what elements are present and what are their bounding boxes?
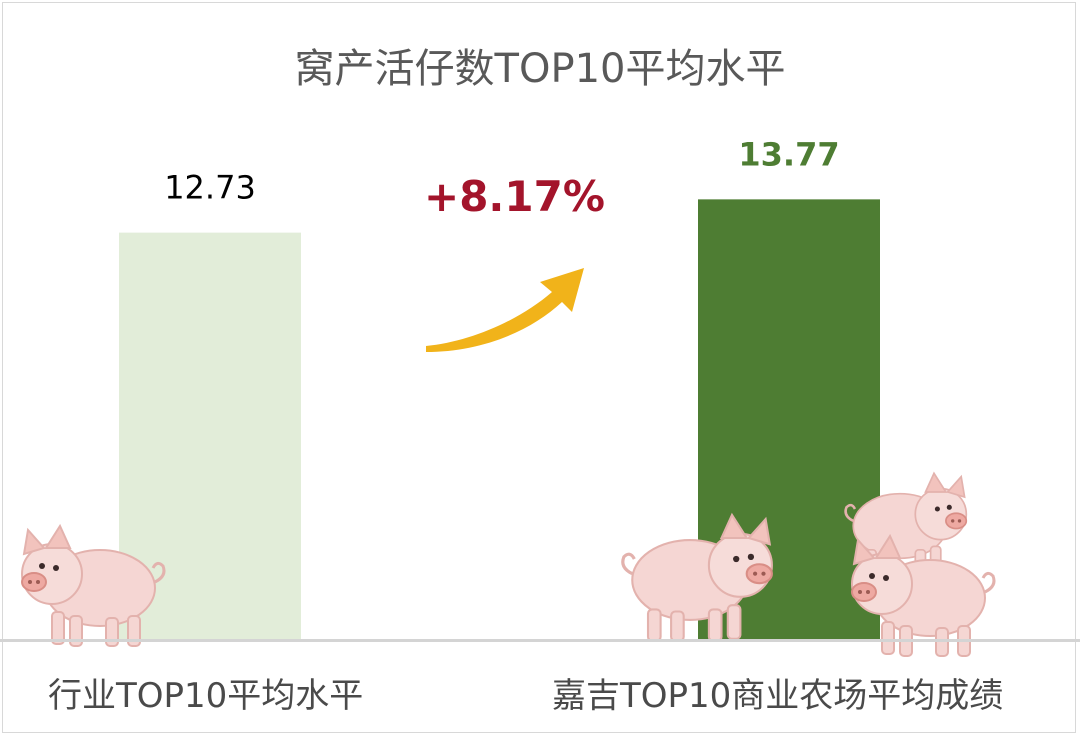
- increase-arrow-icon: [426, 268, 584, 352]
- chart-title: 窝产活仔数TOP10平均水平: [294, 46, 786, 92]
- x-axis-baseline: [0, 639, 1080, 642]
- change-percent-label: +8.17%: [424, 172, 605, 221]
- category-label-cargill: 嘉吉TOP10商业农场平均成绩: [552, 676, 1004, 716]
- category-label-industry: 行业TOP10平均水平: [48, 676, 364, 716]
- value-label-cargill: 13.77: [738, 135, 839, 173]
- value-labels-layer: 12.73 13.77: [164, 135, 839, 206]
- value-label-industry: 12.73: [164, 169, 256, 207]
